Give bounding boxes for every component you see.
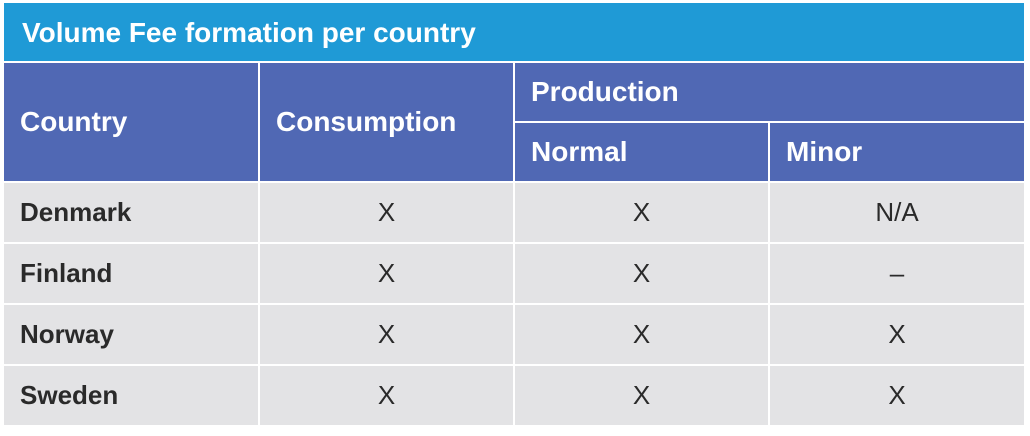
- table-row: Denmark X X N/A: [4, 181, 1025, 244]
- cell-consumption: X: [258, 303, 515, 366]
- fee-table-card: Volume Fee formation per country Country…: [4, 3, 1025, 427]
- cell-normal: X: [513, 364, 770, 427]
- subheader-row: Normal Minor: [4, 121, 1025, 183]
- cell-country: Norway: [4, 303, 260, 366]
- table-row: Finland X X –: [4, 242, 1025, 305]
- table-title: Volume Fee formation per country: [4, 3, 1024, 63]
- cell-consumption: X: [258, 181, 515, 244]
- table-row: Norway X X X: [4, 303, 1025, 366]
- header-minor: Minor: [767, 121, 1025, 183]
- cell-country: Denmark: [4, 181, 260, 244]
- fee-table: Country Consumption Production Normal Mi…: [4, 63, 1025, 427]
- cell-normal: X: [513, 181, 770, 244]
- cell-minor: X: [767, 303, 1025, 366]
- cell-country: Sweden: [4, 364, 260, 427]
- cell-minor: X: [767, 364, 1025, 427]
- cell-country: Finland: [4, 242, 260, 305]
- cell-normal: X: [513, 242, 770, 305]
- header-production: Production: [512, 63, 1025, 123]
- header-normal: Normal: [514, 121, 770, 183]
- header-consumption: Consumption: [258, 63, 515, 183]
- header-row: Country Consumption Production: [4, 63, 1025, 183]
- table-row: Sweden X X X: [4, 364, 1025, 427]
- cell-consumption: X: [258, 242, 515, 305]
- cell-minor: N/A: [767, 181, 1025, 244]
- cell-consumption: X: [258, 364, 515, 427]
- cell-normal: X: [513, 303, 770, 366]
- header-country: Country: [4, 63, 260, 183]
- cell-minor: –: [767, 242, 1025, 305]
